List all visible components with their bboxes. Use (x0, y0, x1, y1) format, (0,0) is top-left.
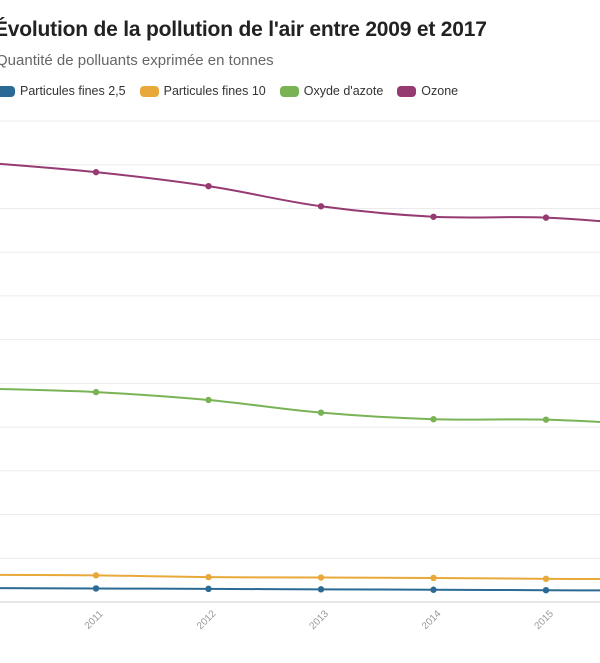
data-point-pm10 (92, 572, 100, 579)
data-point-ozone (317, 203, 325, 210)
data-point-nox (205, 396, 212, 404)
legend-label-pm25: Particules fines 2,5 (20, 84, 126, 98)
x-tick-label: 2013 (307, 608, 331, 632)
chart-subtitle: Quantité de polluants exprimée en tonnes (0, 52, 274, 69)
x-tick-label: 2015 (532, 608, 556, 632)
data-point-pm10 (205, 573, 212, 581)
series-line-pm25 (0, 587, 600, 592)
data-point-nox (317, 409, 325, 416)
x-tick-label: 2011 (83, 608, 106, 631)
legend-item-nox[interactable]: Oxyde d'azote (279, 84, 384, 98)
legend-label-pm10: Particules fines 10 (163, 84, 266, 98)
legend-item-pm25[interactable]: Particules fines 2,5 (0, 84, 126, 98)
data-point-pm10 (430, 574, 437, 582)
legend-label-ozone: Ozone (421, 84, 459, 98)
legend-swatch-ozone (397, 85, 417, 97)
data-point-pm25 (430, 586, 437, 593)
series-line-ozone (0, 162, 600, 223)
legend-item-ozone[interactable]: Ozone (397, 84, 458, 98)
data-point-ozone (542, 214, 550, 221)
legend-label-nox: Oxyde d'azote (303, 84, 384, 98)
data-point-pm25 (542, 586, 550, 594)
legend-swatch-pm25 (0, 85, 15, 97)
legend-swatch-pm10 (139, 85, 159, 97)
chart-title: Évolution de la pollution de l'air entre… (0, 18, 487, 41)
data-point-pm10 (542, 575, 550, 583)
x-tick-label: 2012 (195, 608, 219, 632)
data-point-nox (92, 388, 100, 396)
data-point-ozone (430, 213, 437, 220)
data-point-nox (542, 416, 550, 423)
data-point-pm25 (205, 585, 212, 593)
legend-swatch-nox (279, 85, 299, 97)
data-point-ozone (92, 168, 100, 176)
legend-item-pm10[interactable]: Particules fines 10 (139, 84, 266, 98)
series-line-pm10 (0, 573, 600, 581)
data-point-ozone (205, 182, 212, 190)
x-tick-label: 2014 (420, 608, 444, 632)
data-point-pm25 (92, 585, 100, 592)
data-point-pm25 (317, 586, 325, 593)
series-line-nox (0, 388, 600, 423)
data-point-nox (430, 416, 437, 423)
chart-legend: Particules fines 2,5 Particules fines 10… (0, 82, 472, 100)
data-point-pm10 (317, 574, 325, 581)
